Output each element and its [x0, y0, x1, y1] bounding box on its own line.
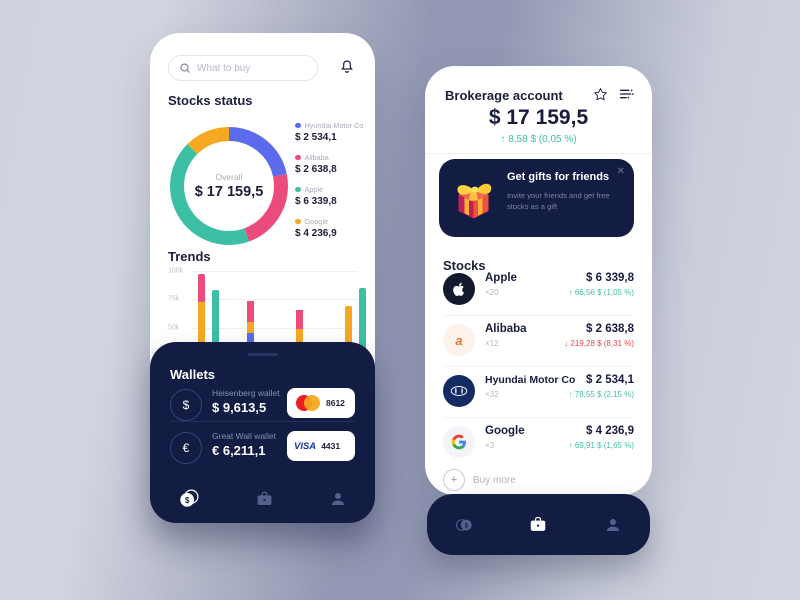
svg-text:$: $	[185, 496, 190, 505]
